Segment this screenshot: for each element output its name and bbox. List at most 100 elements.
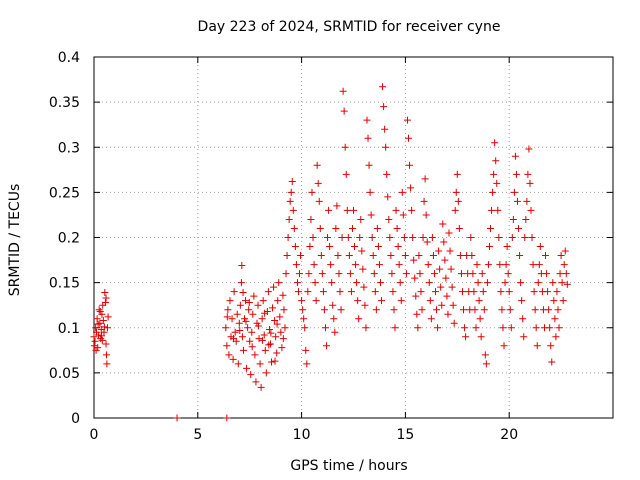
data-point <box>304 288 312 296</box>
data-point <box>516 252 524 260</box>
data-point <box>487 224 495 232</box>
data-point <box>424 261 432 269</box>
data-point <box>92 324 100 332</box>
data-point <box>230 335 238 343</box>
data-point <box>417 288 425 296</box>
data-point <box>103 324 111 332</box>
data-point <box>410 256 418 264</box>
data-point <box>482 360 490 368</box>
data-point <box>351 243 359 251</box>
data-point <box>473 261 481 269</box>
data-point <box>308 188 316 196</box>
data-point <box>238 261 246 269</box>
data-point <box>542 252 550 260</box>
data-point <box>398 188 406 196</box>
data-point <box>265 341 273 349</box>
data-point <box>261 346 269 354</box>
data-point <box>518 297 526 305</box>
data-point <box>382 143 390 151</box>
data-point <box>287 188 295 196</box>
data-point <box>520 333 528 341</box>
data-point <box>426 297 434 305</box>
data-point <box>242 297 250 305</box>
data-point <box>266 340 274 348</box>
data-point <box>452 188 460 196</box>
data-point <box>331 328 339 336</box>
data-point <box>408 206 416 214</box>
data-point <box>269 304 277 312</box>
data-point <box>519 315 527 323</box>
data-point <box>550 297 558 305</box>
data-point <box>267 329 275 337</box>
data-point <box>467 234 475 241</box>
data-point <box>280 306 288 314</box>
data-point <box>483 279 491 287</box>
data-point <box>371 288 379 296</box>
y-tick-label: 0.25 <box>49 185 80 201</box>
data-point <box>444 310 452 318</box>
data-point <box>502 261 510 269</box>
data-point <box>489 188 497 196</box>
data-point <box>534 279 542 287</box>
data-point <box>239 289 247 297</box>
data-point <box>332 224 340 232</box>
data-point <box>386 234 394 241</box>
data-point <box>555 324 563 332</box>
data-point <box>356 234 364 241</box>
data-point <box>233 310 241 318</box>
data-point <box>544 288 552 296</box>
data-point <box>338 234 346 241</box>
data-point <box>522 215 530 223</box>
data-point <box>399 211 407 219</box>
data-point <box>353 279 361 287</box>
data-point <box>456 252 464 260</box>
data-point <box>375 261 383 269</box>
data-point <box>97 332 105 340</box>
data-point <box>412 292 420 300</box>
data-point <box>341 143 349 151</box>
data-point <box>468 252 476 260</box>
data-point <box>323 342 331 350</box>
data-point <box>285 215 293 223</box>
data-point <box>297 252 305 260</box>
data-point <box>405 134 413 142</box>
data-point <box>374 243 382 251</box>
data-point <box>505 288 513 296</box>
data-point <box>472 324 480 332</box>
data-point <box>397 297 405 305</box>
data-point <box>531 306 539 314</box>
data-point <box>348 224 356 232</box>
data-point <box>430 270 438 278</box>
data-point <box>246 337 254 345</box>
data-point <box>270 283 278 291</box>
data-point <box>254 322 262 330</box>
data-point <box>313 161 321 169</box>
data-point <box>485 243 493 251</box>
y-tick-label: 0.4 <box>58 50 80 66</box>
data-point <box>512 170 520 178</box>
data-point <box>283 252 291 260</box>
data-point <box>260 331 268 339</box>
data-point <box>441 256 449 264</box>
data-point <box>470 288 478 296</box>
data-point <box>423 238 431 246</box>
data-point <box>415 252 423 260</box>
y-tick-label: 0.3 <box>58 140 80 156</box>
data-point <box>437 283 445 291</box>
y-tick-label: 0.1 <box>58 321 80 337</box>
data-point <box>553 288 561 296</box>
y-tick-label: 0.15 <box>49 276 80 292</box>
data-point <box>378 297 386 305</box>
x-axis-label: GPS time / hours <box>290 458 407 474</box>
data-point <box>298 297 306 305</box>
data-point <box>511 152 519 160</box>
data-point <box>258 315 266 323</box>
data-point <box>262 369 270 377</box>
data-point <box>335 270 343 278</box>
data-point <box>503 243 511 251</box>
data-point <box>245 306 253 314</box>
data-point <box>429 252 437 260</box>
data-point <box>293 279 301 287</box>
data-point <box>545 306 553 314</box>
